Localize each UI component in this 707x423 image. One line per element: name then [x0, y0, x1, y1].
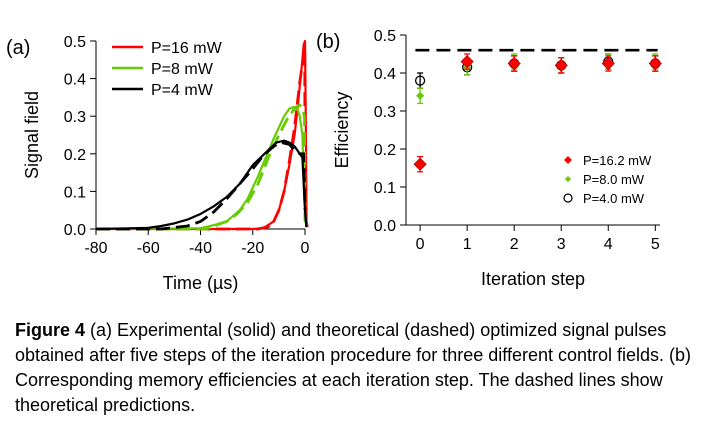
y-tick-label: 0.0	[64, 222, 86, 239]
data-point-p16	[601, 56, 615, 71]
figure-caption: Figure 4 (a) Experimental (solid) and th…	[15, 318, 695, 418]
series-1-theory-line	[96, 103, 307, 231]
legend-label: P=4 mW	[151, 82, 214, 99]
data-point-p16	[554, 58, 568, 72]
series-2-theory-line	[96, 141, 307, 231]
figure-svg: -80 -60 -40 -20 0 0.0 0.1 0.2 0.3 0.4 0.5 Time (µs)…	[6, 28, 662, 293]
y-tick-label: 0.3	[64, 109, 86, 126]
y-tick-label: 0.1	[374, 180, 396, 197]
panel-b: 0 1 2 3 4 5 0.0 0.1 0.2 0.3 0.4 0.5 Iteration step Ef…	[316, 28, 662, 289]
y-tick-label: 0.0	[374, 218, 396, 235]
legend-label: P=16.2 mW	[583, 153, 652, 168]
data-point-p16	[648, 56, 662, 71]
y-axis-title: Signal field	[22, 91, 42, 179]
x-tick-label: 1	[463, 236, 472, 253]
data-point-p16	[413, 157, 427, 171]
y-tick-label: 0.4	[64, 72, 86, 89]
caption-label: Figure 4	[15, 320, 86, 340]
legend-label: P=8.0 mW	[583, 172, 645, 187]
x-tick-label: -20	[241, 240, 264, 257]
legend-label: P=4.0 mW	[583, 191, 645, 206]
panel-label: (b)	[316, 31, 340, 53]
legend-marker	[565, 176, 571, 182]
data-point-p4	[414, 75, 426, 86]
x-tick-label: 5	[651, 236, 660, 253]
y-tick-label: 0.2	[374, 142, 396, 159]
y-tick-label: 0.2	[64, 147, 86, 164]
panel-a: -80 -60 -40 -20 0 0.0 0.1 0.2 0.3 0.4 0.5 Time (µs)…	[6, 34, 310, 293]
y-axis-title: Efficiency	[332, 92, 352, 169]
x-tick-label: -40	[189, 240, 212, 257]
y-tick-label: 0.4	[374, 66, 396, 83]
x-tick-label: 0	[416, 236, 425, 253]
panel-label: (a)	[6, 37, 30, 59]
legend-label: P=16 mW	[151, 40, 223, 57]
x-tick-label: 3	[557, 236, 566, 253]
x-tick-label: 2	[510, 236, 519, 253]
x-axis-title: Iteration step	[481, 269, 585, 289]
x-tick-label: -80	[84, 240, 107, 257]
y-tick-label: 0.3	[374, 104, 396, 121]
data-point-p16	[460, 55, 474, 69]
x-tick-label: 4	[604, 236, 613, 253]
data-point-p16	[507, 56, 521, 71]
series-2-experiment-line	[95, 139, 308, 231]
caption-text: (a) Experimental (solid) and theoretical…	[15, 320, 692, 415]
x-axis-title: Time (µs)	[163, 273, 239, 293]
legend-label: P=8 mW	[151, 61, 214, 78]
y-tick-label: 0.1	[64, 184, 86, 201]
y-tick-label: 0.5	[64, 34, 86, 51]
x-tick-label: -60	[137, 240, 160, 257]
y-tick-label: 0.5	[374, 28, 396, 45]
legend-marker	[563, 193, 573, 203]
series-1-experiment-line	[95, 105, 308, 231]
x-tick-label: 0	[301, 240, 310, 257]
legend-marker	[564, 156, 572, 164]
data-point-p8	[416, 91, 425, 100]
